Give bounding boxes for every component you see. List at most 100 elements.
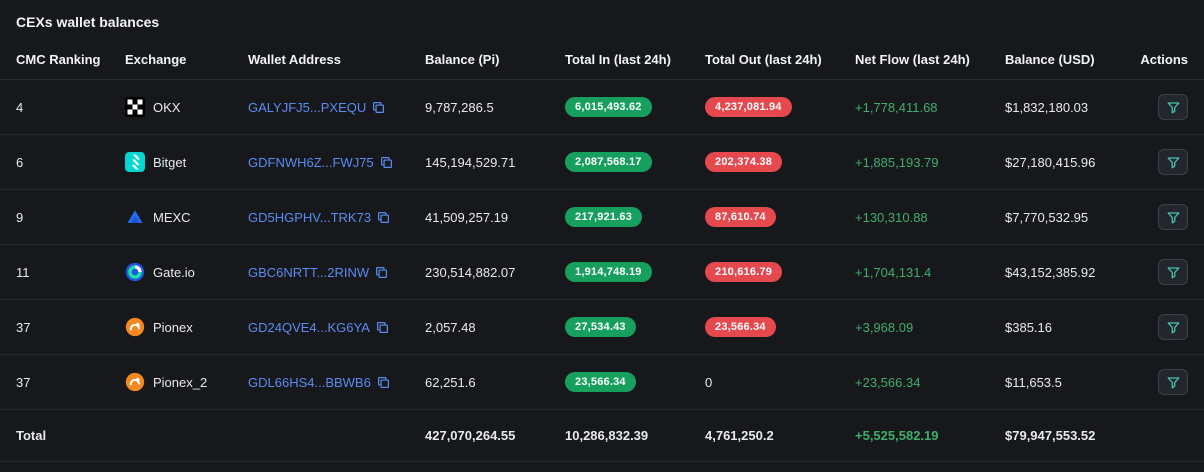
header-total-out: Total Out (last 24h): [705, 52, 822, 67]
total-out-sum: 4,761,250.2: [705, 428, 774, 443]
total-out-badge: 4,237,081.94: [705, 97, 792, 117]
page-title: CEXs wallet balances: [16, 14, 160, 30]
exchange-cell: OKX: [125, 97, 248, 117]
total-balance-usd: $79,947,553.52: [1005, 428, 1096, 443]
header-exchange: Exchange: [125, 52, 187, 67]
total-in-badge: 2,087,568.17: [565, 152, 652, 172]
exchange-name: Pionex: [153, 319, 193, 335]
bitget-icon: [125, 152, 145, 172]
gateio-icon: [125, 262, 145, 282]
total-out-badge: 23,566.34: [705, 317, 776, 337]
row-filter-button[interactable]: [1158, 259, 1188, 285]
balance-usd-value: $385.16: [1005, 319, 1052, 335]
copy-icon[interactable]: [372, 101, 385, 114]
header-balance-pi: Balance (Pi): [425, 52, 500, 67]
wallet-address-cell: GD5HGPHV...TRK73: [248, 210, 425, 225]
copy-icon[interactable]: [375, 266, 388, 279]
total-in-badge: 27,534.43: [565, 317, 636, 337]
cmc-ranking-value: 11: [16, 264, 30, 280]
net-flow-value: +23,566.34: [855, 374, 921, 390]
total-balance-pi: 427,070,264.55: [425, 428, 516, 443]
balance-usd-value: $1,832,180.03: [1005, 99, 1089, 115]
exchange-cell: Pionex_2: [125, 372, 248, 392]
wallet-address-cell: GDL66HS4...BBWB6: [248, 375, 425, 390]
total-in-badge: 6,015,493.62: [565, 97, 652, 117]
total-label: Total: [16, 428, 47, 443]
table-row: 37 Pionex_2 GDL66HS4...BBWB6 62,251.6 23…: [0, 355, 1204, 410]
funnel-icon: [1167, 266, 1179, 278]
table-header-row: CMC Ranking Exchange Wallet Address Bala…: [0, 40, 1204, 80]
pionex-icon: [125, 317, 145, 337]
table-row: 37 Pionex GD24QVE4...KG6YA 2,057.48 27,5…: [0, 300, 1204, 355]
funnel-icon: [1167, 156, 1179, 168]
row-filter-button[interactable]: [1158, 149, 1188, 175]
header-total-in: Total In (last 24h): [565, 52, 671, 67]
balance-pi-value: 9,787,286.5: [425, 99, 494, 115]
row-filter-button[interactable]: [1158, 204, 1188, 230]
funnel-icon: [1167, 101, 1179, 113]
copy-icon[interactable]: [380, 156, 393, 169]
funnel-icon: [1167, 321, 1179, 333]
row-filter-button[interactable]: [1158, 314, 1188, 340]
total-out-value: 0: [705, 374, 713, 390]
table-total-row: Total 427,070,264.55 10,286,832.39 4,761…: [0, 410, 1204, 462]
header-wallet-address: Wallet Address: [248, 52, 341, 67]
exchange-cell: Gate.io: [125, 262, 248, 282]
header-net-flow: Net Flow (last 24h): [855, 52, 970, 67]
wallet-address-cell: GDFNWH6Z...FWJ75: [248, 155, 425, 170]
cmc-ranking-value: 37: [16, 374, 31, 390]
balance-pi-value: 62,251.6: [425, 374, 476, 390]
header-cmc-ranking: CMC Ranking: [16, 52, 101, 67]
wallet-address-cell: GBC6NRTT...2RINW: [248, 265, 425, 280]
table-row: 11 Gate.io GBC6NRTT...2RINW 230,514,882.…: [0, 245, 1204, 300]
balance-pi-value: 145,194,529.71: [425, 154, 516, 170]
funnel-icon: [1167, 376, 1179, 388]
wallet-address-link[interactable]: GDFNWH6Z...FWJ75: [248, 154, 374, 170]
total-out-badge: 202,374.38: [705, 152, 783, 172]
balance-usd-value: $43,152,385.92: [1005, 264, 1096, 280]
wallet-address-link[interactable]: GD5HGPHV...TRK73: [248, 209, 372, 225]
total-out-badge: 87,610.74: [705, 207, 776, 227]
mexc-icon: [127, 210, 143, 223]
net-flow-value: +1,778,411.68: [855, 99, 938, 115]
funnel-icon: [1167, 211, 1179, 223]
exchange-name: OKX: [153, 99, 181, 115]
wallet-address-link[interactable]: GALYJFJ5...PXEQU: [248, 99, 367, 115]
total-in-badge: 1,914,748.19: [565, 262, 652, 282]
exchange-name: MEXC: [153, 209, 191, 225]
net-flow-value: +1,885,193.79: [855, 154, 939, 170]
wallet-address-link[interactable]: GD24QVE4...KG6YA: [248, 319, 370, 335]
net-flow-value: +3,968.09: [855, 319, 914, 335]
exchange-cell: MEXC: [125, 207, 248, 227]
row-filter-button[interactable]: [1158, 94, 1188, 120]
okx-icon: [125, 97, 145, 117]
cmc-ranking-value: 6: [16, 154, 24, 170]
total-in-badge: 217,921.63: [565, 207, 643, 227]
copy-icon[interactable]: [376, 321, 389, 334]
net-flow-value: +130,310.88: [855, 209, 928, 225]
copy-icon[interactable]: [377, 211, 390, 224]
exchange-name: Bitget: [153, 154, 187, 170]
row-filter-button[interactable]: [1158, 369, 1188, 395]
exchange-cell: Pionex: [125, 317, 248, 337]
balance-usd-value: $11,653.5: [1005, 374, 1062, 390]
wallet-address-link[interactable]: GBC6NRTT...2RINW: [248, 264, 370, 280]
net-flow-value: +1,704,131.4: [855, 264, 932, 280]
balance-pi-value: 2,057.48: [425, 319, 476, 335]
wallet-address-cell: GALYJFJ5...PXEQU: [248, 100, 425, 115]
copy-icon[interactable]: [377, 376, 390, 389]
cmc-ranking-value: 9: [16, 209, 24, 225]
exchange-cell: Bitget: [125, 152, 248, 172]
table-row: 4 OKX GALYJFJ5...PXEQU 9,787,286.5 6,015…: [0, 80, 1204, 135]
wallet-address-link[interactable]: GDL66HS4...BBWB6: [248, 374, 371, 390]
total-net-flow: +5,525,582.19: [855, 428, 939, 443]
exchange-name: Pionex_2: [153, 374, 208, 390]
table-row: 9 MEXC GD5HGPHV...TRK73 41,509,257.19 21…: [0, 190, 1204, 245]
pionex-icon: [125, 372, 145, 392]
total-in-sum: 10,286,832.39: [565, 428, 649, 443]
balance-pi-value: 230,514,882.07: [425, 264, 516, 280]
balance-usd-value: $7,770,532.95: [1005, 209, 1089, 225]
total-in-badge: 23,566.34: [565, 372, 636, 392]
balance-pi-value: 41,509,257.19: [425, 209, 509, 225]
header-actions: Actions: [1140, 52, 1188, 67]
